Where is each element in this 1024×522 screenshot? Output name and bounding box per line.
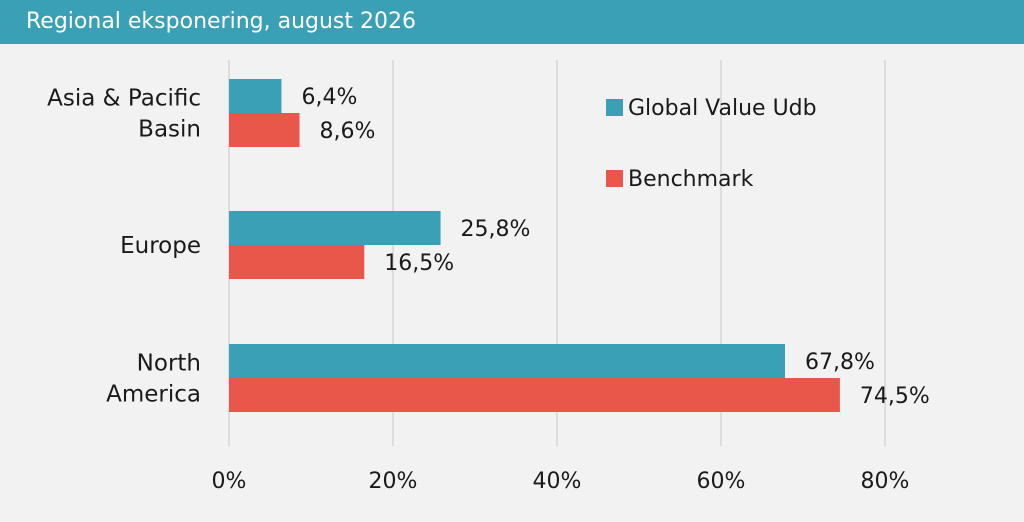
legend-label: Benchmark	[628, 167, 754, 192]
data-label: 6,4%	[301, 85, 357, 110]
bar-global-value	[229, 344, 785, 378]
category-label: Asia & Pacific	[47, 86, 201, 112]
header-bar: Regional eksponering, august 2026	[0, 0, 1024, 44]
bar-benchmark	[229, 245, 365, 279]
x-tick-label: 40%	[533, 469, 582, 494]
x-tick-label: 60%	[697, 469, 746, 494]
data-label: 16,5%	[384, 251, 454, 276]
bar-benchmark	[229, 378, 840, 412]
category-label: Europe	[120, 233, 201, 259]
category-label: North	[137, 351, 201, 377]
data-label: 8,6%	[320, 119, 376, 144]
bar-benchmark	[229, 113, 300, 147]
x-tick-label: 0%	[212, 469, 247, 494]
x-tick-label: 20%	[369, 469, 418, 494]
category-label: Basin	[138, 117, 201, 143]
x-tick-label: 80%	[861, 469, 910, 494]
data-label: 25,8%	[461, 217, 531, 242]
chart-title: Regional eksponering, august 2026	[26, 9, 416, 34]
legend-swatch	[606, 99, 623, 116]
category-label: America	[106, 382, 201, 408]
legend-swatch	[606, 170, 623, 187]
data-label: 74,5%	[860, 384, 930, 409]
bar-global-value	[229, 211, 441, 245]
bar-global-value	[229, 79, 282, 113]
data-label: 67,8%	[805, 350, 875, 375]
legend-label: Global Value Udb	[628, 96, 817, 121]
